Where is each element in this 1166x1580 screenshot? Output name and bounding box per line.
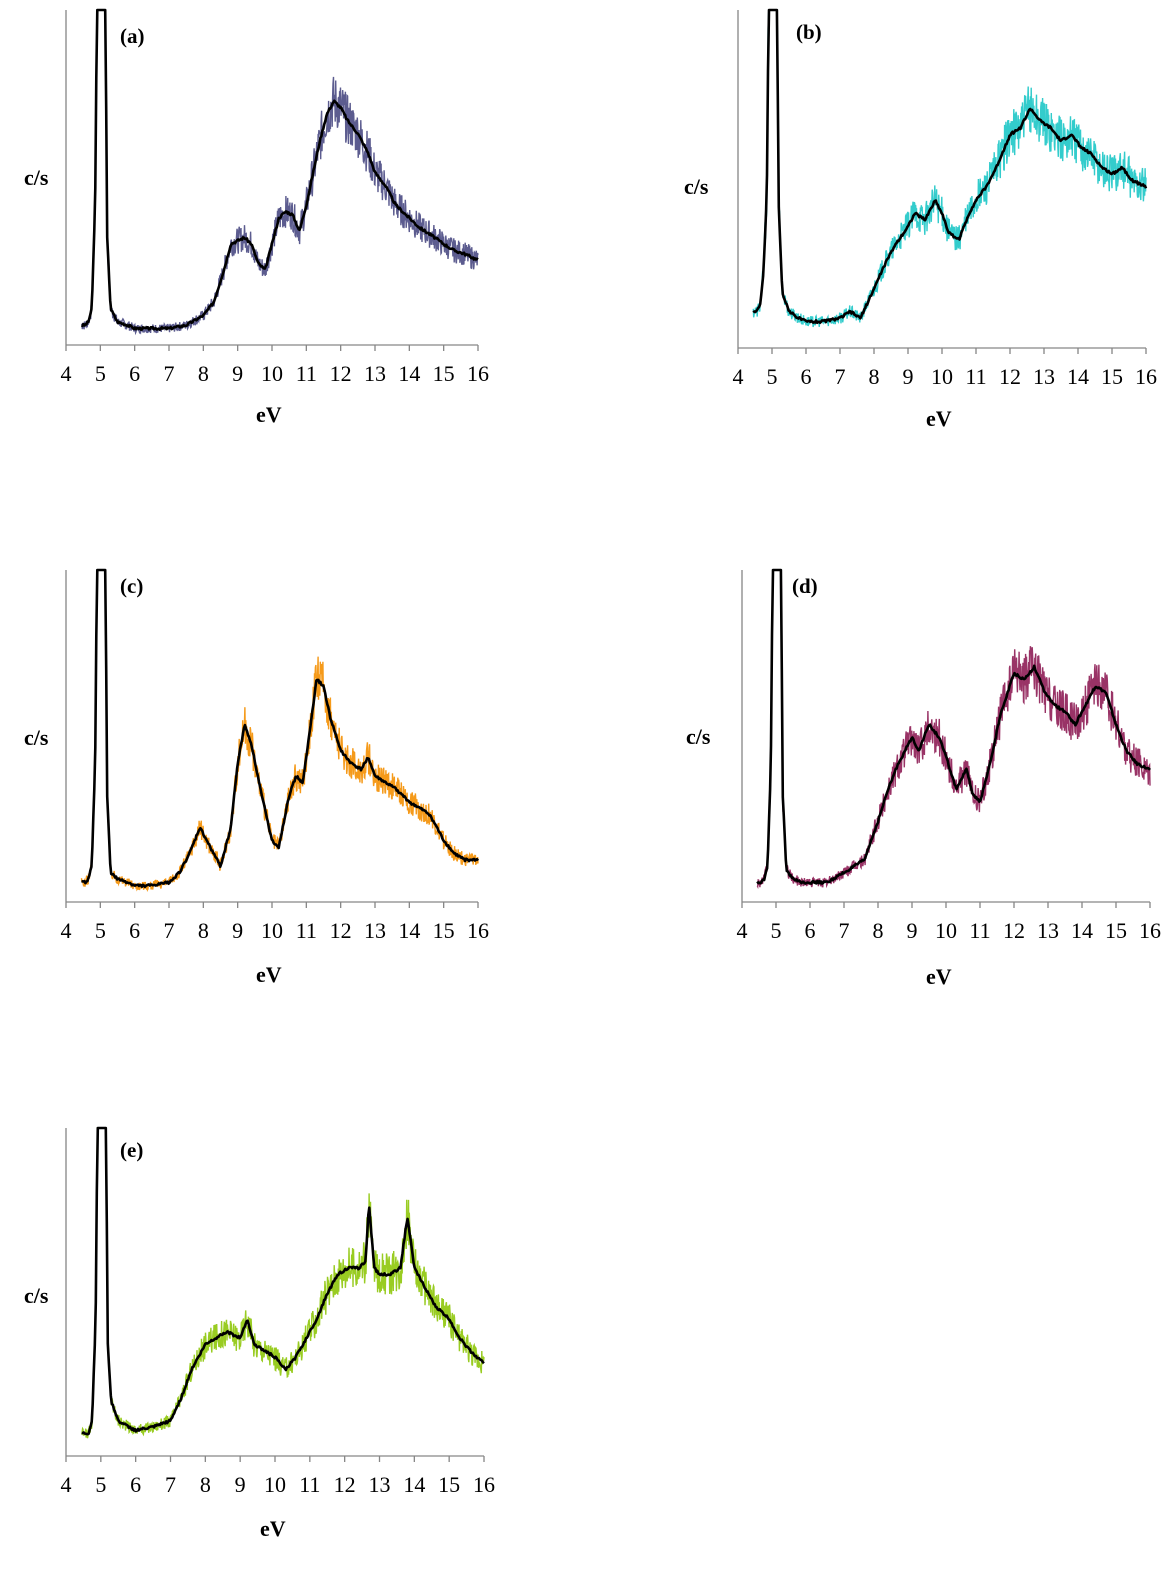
x-tick-label: 8 — [869, 364, 880, 389]
x-tick-label: 16 — [1139, 918, 1161, 943]
x-tick-label: 15 — [1105, 918, 1127, 943]
x-tick-label: 4 — [61, 1472, 72, 1497]
x-tick-label: 6 — [129, 918, 140, 943]
x-tick-label: 12 — [999, 364, 1021, 389]
smoothed-series-line — [81, 1126, 485, 1436]
panel-label: (a) — [120, 24, 145, 48]
x-tick-label: 7 — [165, 1472, 176, 1497]
x-tick-label: 8 — [873, 918, 884, 943]
smoothed-series-line — [752, 8, 1148, 325]
x-tick-label: 9 — [907, 918, 918, 943]
x-tick-label: 9 — [232, 918, 243, 943]
x-tick-label: 4 — [61, 918, 72, 943]
chart-svg: 4 5 6 7 8 9 10 11 12 13 14 15 16 — [61, 568, 489, 943]
raw-series-line — [80, 9, 479, 336]
x-tick-label: 12 — [1003, 918, 1025, 943]
x-tick-label: 5 — [95, 361, 106, 386]
x-tick-label: 14 — [1067, 364, 1089, 389]
x-tick-label: 11 — [969, 918, 990, 943]
x-tick-label: 6 — [805, 918, 816, 943]
x-tick-label: 16 — [473, 1472, 495, 1497]
y-axis-label: c/s — [24, 1283, 49, 1308]
x-tick-label: 14 — [403, 1472, 425, 1497]
x-tick-label: 9 — [903, 364, 914, 389]
x-tick-label: 14 — [398, 918, 420, 943]
x-axis-label: eV — [926, 964, 952, 989]
x-tick-label: 16 — [1135, 364, 1157, 389]
panel-label: (d) — [792, 574, 818, 598]
x-tick-label: 13 — [364, 918, 386, 943]
raw-series-line — [752, 9, 1147, 328]
y-axis-label: c/s — [686, 724, 711, 749]
x-tick-label: 13 — [364, 361, 386, 386]
chart-panel-a: c/s (a) 4 5 6 7 8 9 10 11 12 13 14 15 16 eV — [0, 0, 560, 460]
x-tick-label: 10 — [935, 918, 957, 943]
x-tick-label: 4 — [737, 918, 748, 943]
x-tick-label: 16 — [467, 918, 489, 943]
x-tick-label: 8 — [200, 1472, 211, 1497]
x-tick-label: 6 — [129, 361, 140, 386]
x-tick-label: 5 — [95, 1472, 106, 1497]
x-tick-label: 13 — [1037, 918, 1059, 943]
y-axis-label: c/s — [684, 174, 709, 199]
x-tick-label: 8 — [198, 361, 209, 386]
x-tick-label: 10 — [261, 918, 283, 943]
x-axis-label: eV — [926, 406, 952, 431]
panel-label: (e) — [120, 1138, 144, 1162]
x-tick-label: 14 — [1071, 918, 1093, 943]
smoothed-series-line — [81, 8, 479, 331]
x-tick-label: 11 — [296, 361, 317, 386]
x-tick-label: 13 — [1033, 364, 1055, 389]
chart-svg: 4 5 6 7 8 9 10 11 12 13 14 15 16 — [733, 8, 1157, 389]
x-tick-label: 14 — [398, 361, 420, 386]
panel-label: (c) — [120, 574, 144, 598]
x-tick-label: 7 — [839, 918, 850, 943]
x-tick-label: 10 — [931, 364, 953, 389]
x-tick-label: 13 — [369, 1472, 391, 1497]
x-tick-label: 5 — [771, 918, 782, 943]
chart-svg: 4 5 6 7 8 9 10 11 12 13 14 15 16 — [61, 8, 489, 386]
x-tick-label: 8 — [198, 918, 209, 943]
x-tick-label: 15 — [433, 361, 455, 386]
x-tick-label: 5 — [95, 918, 106, 943]
x-tick-label: 11 — [299, 1472, 320, 1497]
smoothed-series-line — [81, 568, 480, 889]
x-tick-label: 15 — [438, 1472, 460, 1497]
x-axis-label: eV — [256, 402, 282, 427]
x-tick-label: 4 — [61, 361, 72, 386]
chart-svg: 4 5 6 7 8 9 10 11 12 13 14 15 16 — [737, 568, 1161, 943]
x-tick-label: 7 — [164, 918, 175, 943]
x-tick-label: 12 — [334, 1472, 356, 1497]
x-tick-label: 10 — [261, 361, 283, 386]
x-tick-label: 16 — [467, 361, 489, 386]
chart-svg: 4 5 6 7 8 9 10 11 12 13 14 15 16 — [61, 1126, 495, 1497]
chart-panel-b: c/s (b) 4 5 6 7 8 9 10 11 12 13 14 15 16 eV — [600, 0, 1160, 460]
x-tick-label: 15 — [433, 918, 455, 943]
x-tick-label: 10 — [264, 1472, 286, 1497]
x-tick-label: 6 — [130, 1472, 141, 1497]
x-tick-label: 7 — [835, 364, 846, 389]
panel-label: (b) — [796, 20, 822, 44]
x-tick-label: 9 — [235, 1472, 246, 1497]
chart-panel-e: c/s (e) 4 5 6 7 8 9 10 11 12 13 14 15 16 eV — [0, 1120, 560, 1580]
x-tick-label: 7 — [164, 361, 175, 386]
x-tick-label: 12 — [330, 918, 352, 943]
x-tick-label: 9 — [232, 361, 243, 386]
chart-panel-d: c/s (d) 4 5 6 7 8 9 10 11 12 13 14 15 16 eV — [600, 560, 1161, 1020]
x-tick-label: 5 — [767, 364, 778, 389]
raw-series-line — [81, 1127, 485, 1439]
y-axis-label: c/s — [24, 165, 49, 190]
smoothed-series-line — [756, 568, 1151, 885]
raw-series-line — [756, 569, 1151, 890]
x-tick-label: 15 — [1101, 364, 1123, 389]
x-tick-label: 12 — [330, 361, 352, 386]
x-tick-label: 4 — [733, 364, 744, 389]
y-axis-label: c/s — [24, 725, 49, 750]
chart-panel-c: c/s (c) 4 5 6 7 8 9 10 11 12 13 14 15 16 eV — [0, 560, 560, 1020]
x-axis-label: eV — [256, 962, 282, 987]
x-tick-label: 11 — [296, 918, 317, 943]
x-axis-label: eV — [260, 1516, 286, 1541]
x-tick-label: 6 — [801, 364, 812, 389]
x-tick-label: 11 — [965, 364, 986, 389]
